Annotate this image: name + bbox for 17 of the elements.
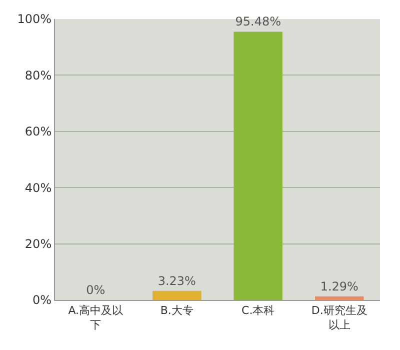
y-tick-label: 20%	[24, 237, 52, 251]
x-tick-label: D.研究生及以上	[311, 304, 368, 332]
data-label: 95.48%	[235, 14, 282, 29]
y-tick-label: 0%	[32, 293, 52, 308]
y-tick-label: 100%	[17, 12, 52, 26]
y-tick-label: 40%	[24, 180, 52, 195]
bar	[315, 296, 364, 300]
x-tick-label: C.本科	[242, 304, 275, 318]
y-tick-label: 80%	[24, 68, 52, 82]
y-tick-label: 60%	[24, 124, 52, 139]
data-label: 1.29%	[320, 279, 358, 294]
data-label: 0%	[86, 283, 106, 297]
x-tick-label: A.高中及以下	[68, 304, 124, 332]
x-tick-label: B.大专	[160, 304, 194, 318]
bar	[152, 290, 202, 300]
bar	[234, 32, 282, 300]
data-label: 3.23%	[158, 274, 196, 288]
